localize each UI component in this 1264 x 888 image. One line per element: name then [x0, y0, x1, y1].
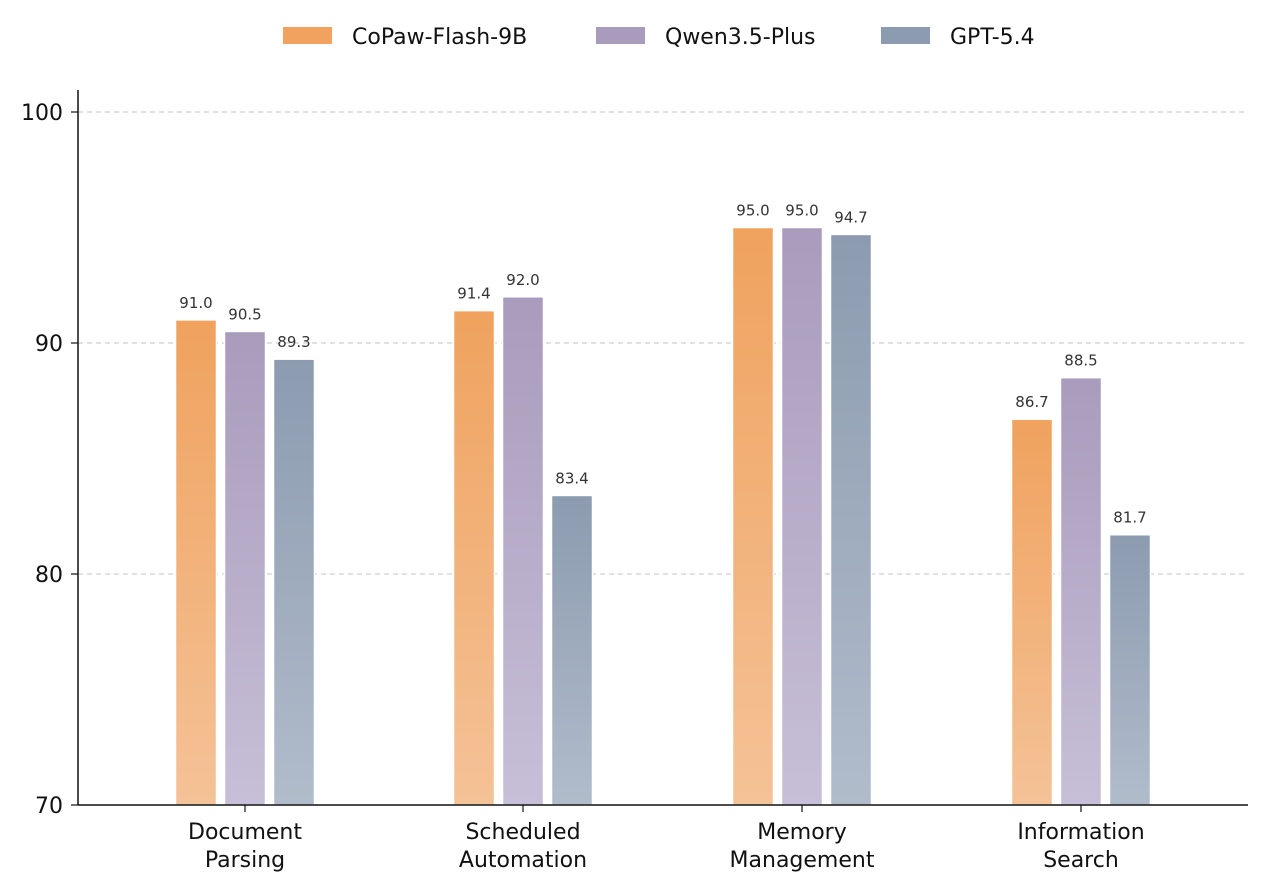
data-label-0-3: 86.7 — [1015, 393, 1048, 411]
x-tick-label-line: Management — [730, 848, 875, 873]
x-tick-label-0: Document Parsing — [188, 820, 302, 873]
data-label-0-0: 91.0 — [179, 294, 212, 312]
axes-layer — [71, 90, 1248, 812]
y-tick-label-80: 80 — [35, 563, 63, 588]
y-tick-label-100: 100 — [21, 101, 63, 126]
legend: CoPaw-Flash-9B Qwen3.5-Plus GPT-5.4 — [283, 25, 1035, 50]
bars-layer — [174, 226, 1152, 806]
legend-swatch — [283, 27, 332, 44]
bar-qwen3-5-plus-1 — [501, 296, 545, 806]
x-tick-label-line: Document — [188, 820, 302, 845]
data-label-0-2: 95.0 — [736, 202, 769, 220]
x-tick-label-line: Automation — [459, 848, 587, 873]
bar-gpt-5-4-2 — [829, 233, 873, 806]
x-tick-label-line: Search — [1043, 848, 1119, 873]
x-tick-label-3: Information Search — [1017, 820, 1144, 873]
data-label-1-3: 88.5 — [1064, 352, 1097, 370]
y-tick-label-70: 70 — [35, 794, 63, 819]
legend-item-gpt-5-4: GPT-5.4 — [881, 25, 1035, 50]
labels-layer: 70 80 90 100 91.0 90.5 89.3 Document Parsing 91.4… — [21, 101, 1147, 873]
y-tick-label-90: 90 — [35, 332, 63, 357]
x-tick-label-line: Information — [1017, 820, 1144, 845]
data-label-2-2: 94.7 — [834, 208, 867, 226]
data-label-1-2: 95.0 — [785, 202, 818, 220]
data-label-1-1: 92.0 — [506, 271, 539, 289]
bar-copaw-flash-9b-1 — [452, 309, 496, 806]
bar-copaw-flash-9b-0 — [174, 319, 218, 806]
x-tick-label-line: Scheduled — [465, 820, 580, 845]
x-tick-label-1: Scheduled Automation — [459, 820, 587, 873]
legend-label: Qwen3.5-Plus — [665, 25, 816, 50]
data-label-2-3: 81.7 — [1113, 509, 1146, 527]
bar-qwen3-5-plus-2 — [780, 226, 824, 806]
legend-item-copaw-flash-9b: CoPaw-Flash-9B — [283, 25, 527, 50]
data-label-1-0: 90.5 — [228, 305, 261, 323]
data-label-0-1: 91.4 — [457, 285, 490, 303]
bar-gpt-5-4-0 — [272, 358, 316, 806]
data-label-2-1: 83.4 — [555, 469, 588, 487]
x-tick-label-2: Memory Management — [730, 820, 875, 873]
legend-label: CoPaw-Flash-9B — [352, 25, 527, 50]
bar-gpt-5-4-1 — [550, 494, 594, 806]
bar-copaw-flash-9b-3 — [1010, 418, 1054, 806]
x-tick-label-line: Parsing — [205, 848, 285, 873]
bar-gpt-5-4-3 — [1108, 533, 1152, 806]
bar-copaw-flash-9b-2 — [731, 226, 775, 806]
legend-swatch — [881, 27, 930, 44]
legend-label: GPT-5.4 — [950, 25, 1035, 50]
bar-qwen3-5-plus-3 — [1059, 376, 1103, 806]
legend-swatch — [596, 27, 645, 44]
legend-item-qwen3-5-plus: Qwen3.5-Plus — [596, 25, 816, 50]
bar-qwen3-5-plus-0 — [223, 330, 267, 806]
x-tick-label-line: Memory — [757, 820, 846, 845]
data-label-2-0: 89.3 — [277, 333, 310, 351]
